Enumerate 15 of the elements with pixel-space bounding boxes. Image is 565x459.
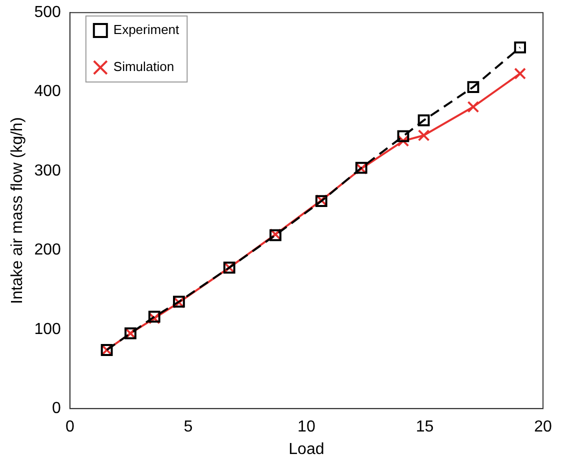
- legend-label: Simulation: [113, 59, 174, 74]
- legend-label: Experiment: [113, 22, 180, 38]
- y-tick-label: 300: [34, 162, 61, 180]
- x-axis-title: Load: [288, 440, 324, 458]
- x-tick-label: 20: [534, 418, 552, 436]
- x-tick-label: 10: [298, 418, 316, 436]
- y-tick-label: 0: [52, 400, 61, 418]
- y-tick-label: 100: [34, 320, 61, 338]
- y-tick-label: 400: [34, 83, 61, 100]
- x-tick-label: 15: [416, 418, 434, 436]
- y-tick-label: 500: [34, 4, 61, 22]
- y-tick-label: 200: [34, 242, 61, 259]
- x-tick-label: 5: [184, 418, 193, 436]
- x-tick-label: 0: [65, 418, 74, 436]
- y-axis-title: Intake air mass flow (kg/h): [9, 117, 26, 304]
